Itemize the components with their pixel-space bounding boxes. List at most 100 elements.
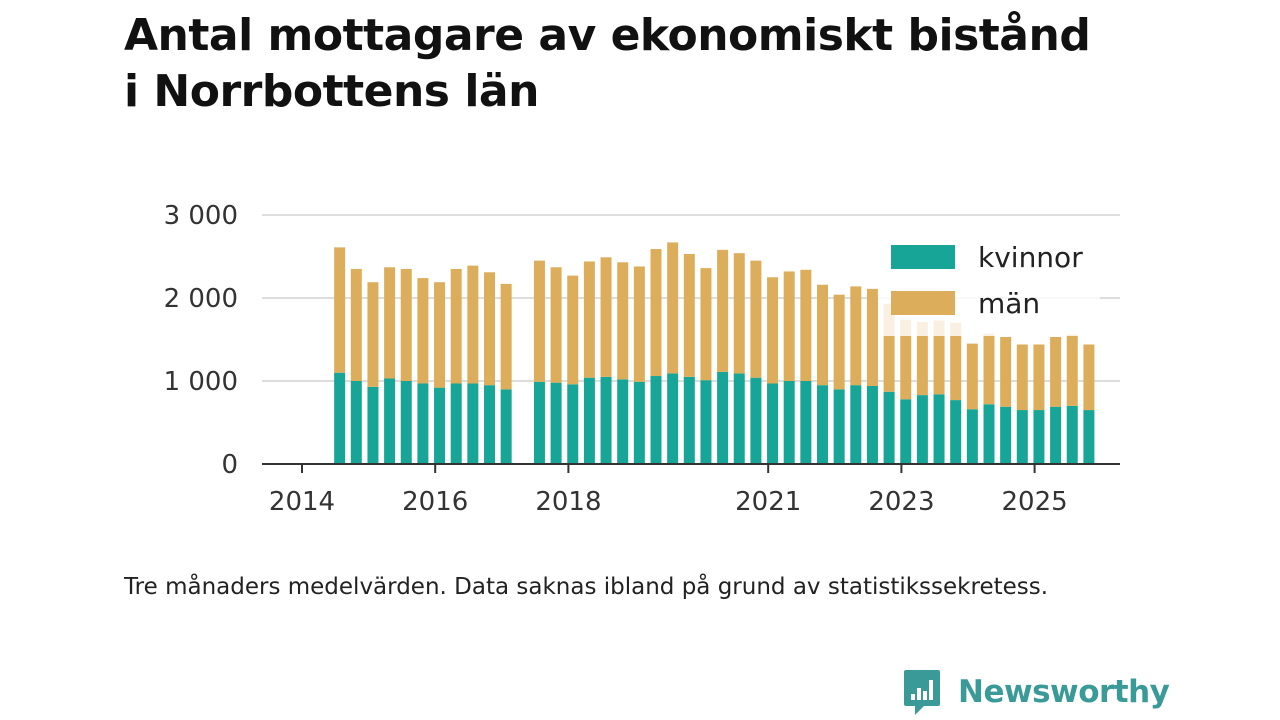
bar-kvinnor <box>850 385 862 464</box>
legend-swatch-man <box>891 291 955 315</box>
bar-man <box>1083 344 1095 411</box>
bar-man <box>350 268 362 381</box>
bar-kvinnor <box>700 380 712 464</box>
bar-man <box>417 278 429 384</box>
chart-title-line-2: i Norrbottens län <box>124 66 539 117</box>
bar-man <box>950 322 962 401</box>
bar-kvinnor <box>550 382 562 464</box>
bar-man <box>800 269 812 381</box>
bar-kvinnor <box>1016 410 1028 464</box>
bar-kvinnor <box>783 381 795 464</box>
bar-kvinnor <box>900 399 912 464</box>
bar-kvinnor <box>683 376 695 464</box>
bar-man <box>617 262 629 380</box>
bar-kvinnor <box>367 386 379 464</box>
bar-kvinnor <box>617 379 629 464</box>
bar-kvinnor <box>750 377 762 464</box>
bar-kvinnor <box>833 389 845 464</box>
bar-kvinnor <box>767 383 779 464</box>
bar-kvinnor <box>334 372 346 464</box>
bar-kvinnor <box>567 384 579 464</box>
bar-man <box>750 260 762 378</box>
bar-kvinnor <box>1000 406 1012 464</box>
legend-swatch-kvinnor <box>891 245 955 269</box>
bar-kvinnor <box>533 381 545 464</box>
bar-man <box>367 282 379 387</box>
bar-kvinnor <box>467 383 479 464</box>
bar-man <box>817 284 828 386</box>
bar-kvinnor <box>583 377 595 464</box>
bar-man <box>883 303 895 392</box>
bar-man <box>384 267 396 379</box>
bar-man <box>700 268 712 381</box>
bar-kvinnor <box>1083 410 1095 464</box>
bar-kvinnor <box>1066 405 1078 464</box>
bar-kvinnor <box>400 381 412 464</box>
x-tick-label-2025: 2025 <box>1002 487 1068 517</box>
bar-kvinnor <box>717 371 729 464</box>
bar-man <box>717 249 729 372</box>
bar-kvinnor <box>667 373 679 464</box>
bar-man <box>567 275 579 385</box>
y-tick-label-1000: 1 000 <box>164 367 238 397</box>
bar-man <box>683 254 695 377</box>
bar-man <box>667 242 679 374</box>
bar-man <box>1066 334 1078 406</box>
bar-kvinnor <box>966 409 978 464</box>
bar-man <box>450 268 462 384</box>
bar-kvinnor <box>434 387 446 464</box>
x-tick-label-2014: 2014 <box>269 487 335 517</box>
y-tick-label-3000: 3 000 <box>164 201 238 231</box>
y-tick-label-2000: 2 000 <box>164 284 238 314</box>
bar-man <box>933 320 945 395</box>
bar-man <box>400 268 412 381</box>
bar-kvinnor <box>450 383 462 464</box>
chart-caption: Tre månaders medelvärden. Data saknas ib… <box>124 574 1049 600</box>
bar-man <box>1050 337 1062 407</box>
bar-man <box>767 277 779 384</box>
x-tick-label-2023: 2023 <box>868 487 934 517</box>
bar-man <box>900 319 912 400</box>
x-tick-label-2016: 2016 <box>402 487 468 517</box>
bar-kvinnor <box>817 385 828 464</box>
bar-kvinnor <box>983 404 995 464</box>
chart-title-line-1: Antal mottagare av ekonomiskt bistånd <box>124 10 1091 61</box>
y-tick-label-0: 0 <box>221 450 238 480</box>
bar-series <box>334 242 1095 464</box>
bar-man <box>1033 344 1045 411</box>
newsworthy-logo-icon <box>904 670 940 715</box>
bar-kvinnor <box>600 376 612 464</box>
legend-label-man: män <box>978 287 1040 320</box>
bar-man <box>733 253 745 374</box>
bar-man <box>334 247 346 373</box>
bar-kvinnor <box>950 400 962 464</box>
bar-man <box>583 261 595 378</box>
bar-kvinnor <box>350 381 362 464</box>
bar-man <box>866 288 878 386</box>
bar-man <box>633 266 645 382</box>
brand-logo: Newsworthy <box>902 668 1170 716</box>
x-tick-label-2018: 2018 <box>535 487 601 517</box>
bar-man <box>500 283 512 390</box>
legend: kvinnor män <box>878 230 1100 336</box>
bar-man <box>1016 344 1028 411</box>
y-axis-ticks: 0 1 000 2 000 3 000 <box>164 201 238 480</box>
bar-man <box>550 267 562 383</box>
bar-kvinnor <box>417 383 429 464</box>
bar-man <box>600 257 612 377</box>
bar-man <box>966 343 978 410</box>
bar-man <box>467 265 479 384</box>
bar-man <box>434 282 446 388</box>
bar-kvinnor <box>800 381 812 464</box>
bar-man <box>833 294 845 390</box>
brand-name: Newsworthy <box>958 674 1170 710</box>
chart-title: Antal mottagare av ekonomiskt bistånd i … <box>124 8 1204 120</box>
bar-kvinnor <box>384 378 396 464</box>
legend-label-kvinnor: kvinnor <box>978 241 1083 274</box>
bar-man <box>533 260 545 382</box>
bar-kvinnor <box>633 381 645 464</box>
bar-man <box>783 271 795 381</box>
bar-man <box>850 286 862 386</box>
bar-man <box>983 333 995 405</box>
